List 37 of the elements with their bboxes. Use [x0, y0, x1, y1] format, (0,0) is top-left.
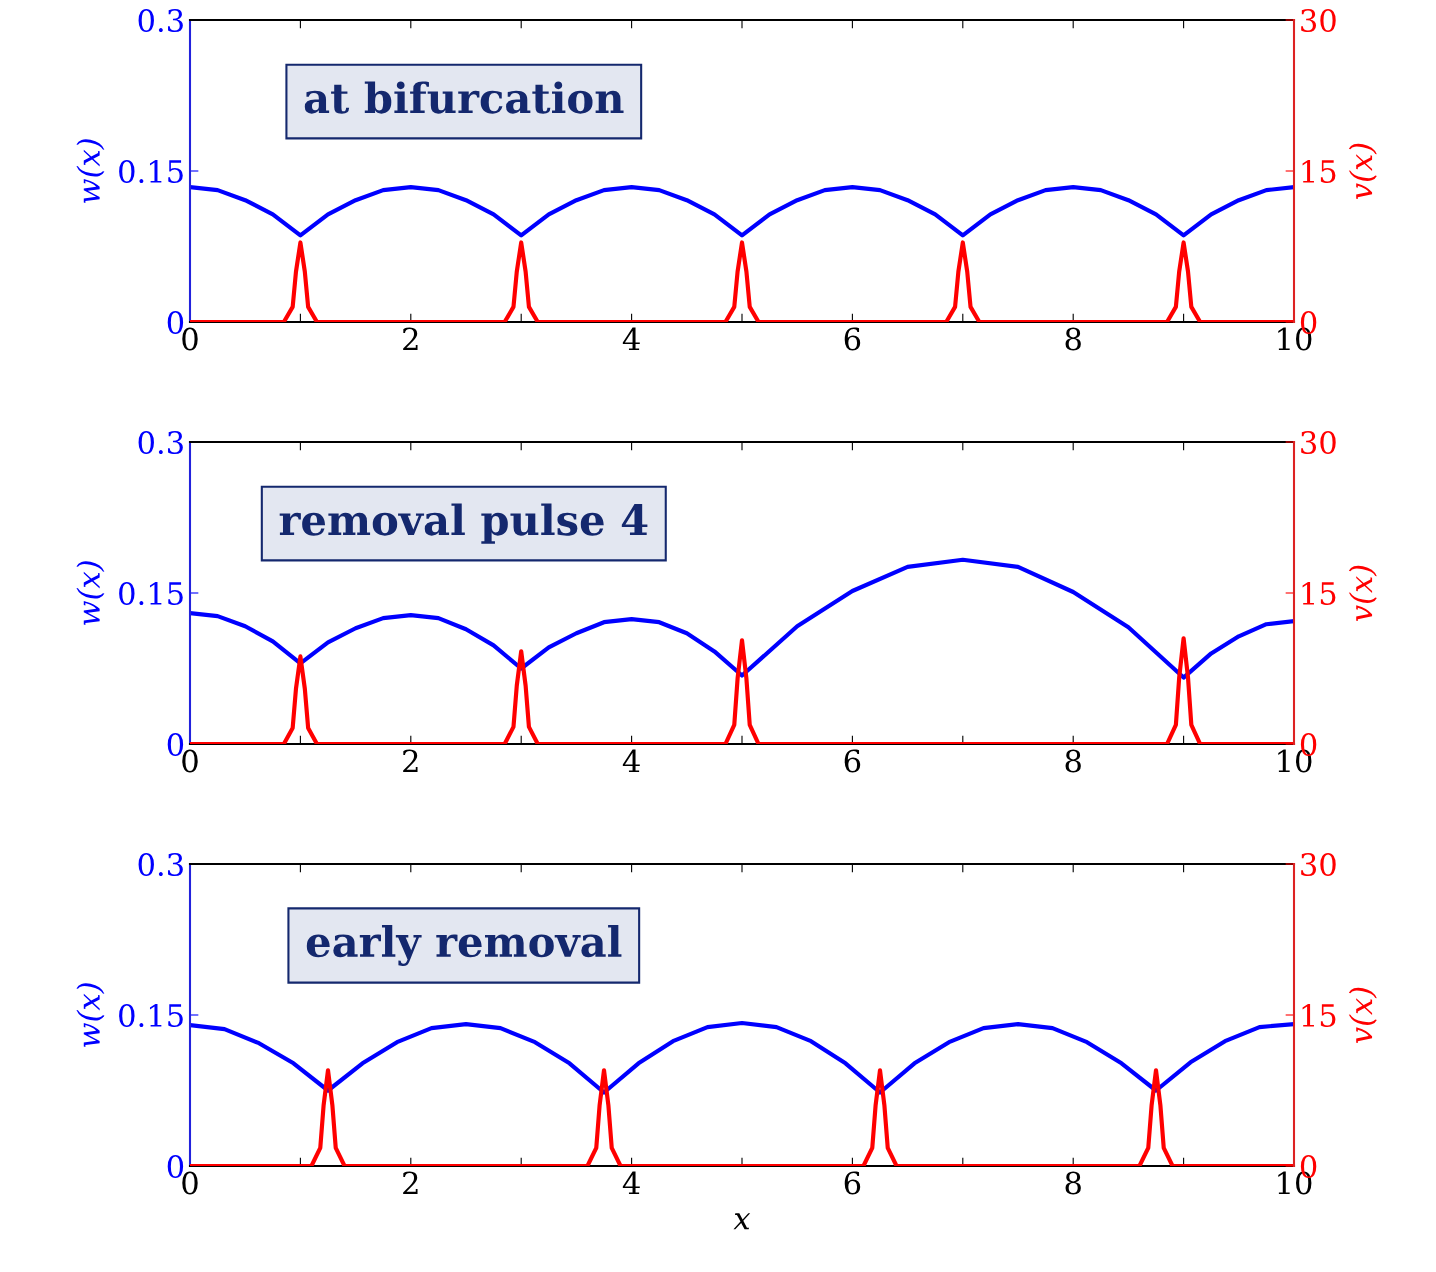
y-tick-label: 0.15: [119, 581, 183, 606]
y2-tick-label: 30: [1301, 8, 1336, 33]
y2-tick-label: 15: [1302, 1003, 1336, 1028]
y-tick-label: 0.15: [119, 159, 183, 184]
line-series: [190, 185, 1294, 238]
y2-axis-title: v(x): [1348, 143, 1377, 200]
y-tick-label: 0.3: [138, 852, 183, 877]
y-axis-title: w(x): [76, 983, 105, 1047]
x-tick-label: 2: [403, 327, 418, 351]
y-tick-label: 0.15: [119, 1003, 183, 1028]
y-tick-label: 0.3: [138, 8, 183, 33]
x-tick-label: 8: [1065, 749, 1081, 773]
y-axis-title: w(x): [76, 561, 105, 625]
annotation: at bifurcation: [304, 81, 624, 114]
line-series: [190, 557, 1294, 680]
x-tick-label: 4: [622, 1171, 640, 1195]
x-tick-label: 8: [1065, 1171, 1081, 1195]
x-tick-label: 2: [403, 1171, 418, 1195]
y-tick-label: 0.3: [138, 430, 183, 455]
x-tick-label: 4: [622, 327, 640, 351]
annotation: removal pulse 4: [279, 503, 648, 544]
y2-tick-label: 30: [1301, 430, 1336, 455]
x-tick-label: 6: [844, 1171, 861, 1195]
y2-tick-label: 15: [1302, 159, 1336, 184]
y-axis-title: w(x): [76, 139, 105, 203]
x-axis-title: x: [733, 1213, 751, 1230]
y2-axis-title: v(x): [1348, 987, 1377, 1044]
y2-axis-title: v(x): [1348, 565, 1377, 622]
x-tick-label: 6: [844, 749, 861, 773]
x-tick-label: 8: [1065, 327, 1081, 351]
y2-tick-label: 15: [1302, 581, 1336, 606]
line-series: [190, 1020, 1294, 1095]
x-tick-label: 2: [403, 749, 418, 773]
x-tick-label: 6: [844, 327, 861, 351]
x-tick-label: 4: [622, 749, 640, 773]
annotation: early removal: [306, 925, 622, 966]
y2-tick-label: 30: [1301, 852, 1336, 877]
